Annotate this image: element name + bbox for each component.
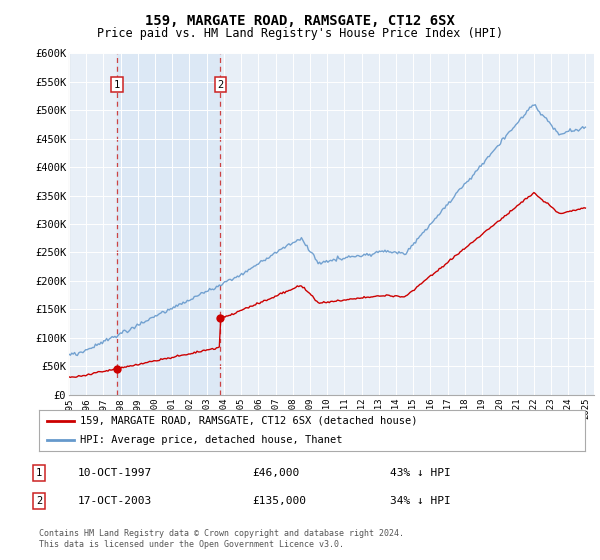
- Text: 2: 2: [36, 496, 42, 506]
- Text: 1: 1: [114, 80, 120, 90]
- Text: 159, MARGATE ROAD, RAMSGATE, CT12 6SX: 159, MARGATE ROAD, RAMSGATE, CT12 6SX: [145, 14, 455, 28]
- Text: £46,000: £46,000: [252, 468, 299, 478]
- Text: HPI: Average price, detached house, Thanet: HPI: Average price, detached house, Than…: [80, 435, 343, 445]
- Text: 17-OCT-2003: 17-OCT-2003: [78, 496, 152, 506]
- Text: 2: 2: [217, 80, 223, 90]
- Text: Price paid vs. HM Land Registry's House Price Index (HPI): Price paid vs. HM Land Registry's House …: [97, 27, 503, 40]
- Text: £135,000: £135,000: [252, 496, 306, 506]
- Text: 34% ↓ HPI: 34% ↓ HPI: [390, 496, 451, 506]
- Text: 1: 1: [36, 468, 42, 478]
- Text: Contains HM Land Registry data © Crown copyright and database right 2024.
This d: Contains HM Land Registry data © Crown c…: [39, 529, 404, 549]
- Bar: [117, 53, 220, 395]
- Text: 43% ↓ HPI: 43% ↓ HPI: [390, 468, 451, 478]
- Text: 10-OCT-1997: 10-OCT-1997: [78, 468, 152, 478]
- Text: 159, MARGATE ROAD, RAMSGATE, CT12 6SX (detached house): 159, MARGATE ROAD, RAMSGATE, CT12 6SX (d…: [80, 416, 418, 426]
